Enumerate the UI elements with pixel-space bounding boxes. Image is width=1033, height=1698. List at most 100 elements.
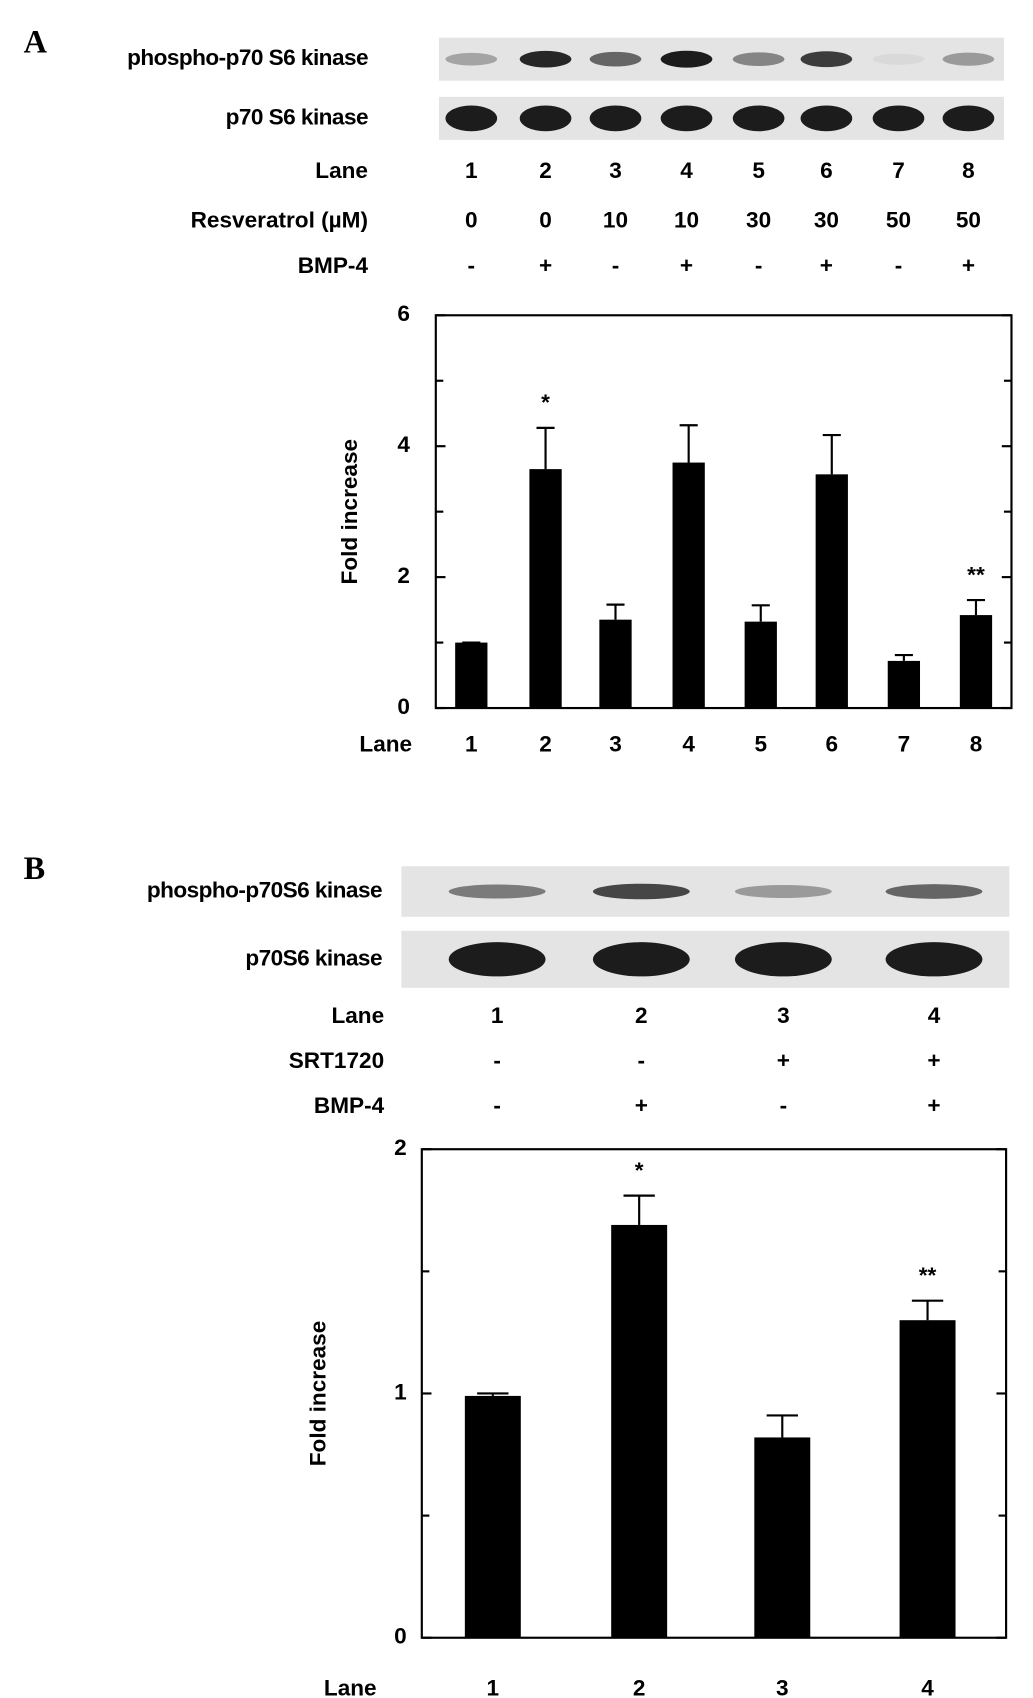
bar bbox=[959, 615, 993, 709]
condition-value: + bbox=[927, 1093, 940, 1118]
y-tick-label: 2 bbox=[394, 1135, 407, 1160]
blot-band bbox=[592, 883, 690, 900]
significance-marker: * bbox=[541, 390, 550, 415]
x-axis-label: Lane bbox=[359, 732, 412, 757]
condition-label: Lane bbox=[315, 158, 368, 183]
condition-value: + bbox=[539, 253, 552, 278]
condition-value: - bbox=[895, 253, 903, 278]
bar bbox=[744, 621, 777, 709]
blot-band bbox=[734, 942, 832, 977]
condition-value: + bbox=[635, 1093, 648, 1118]
condition-value: - bbox=[493, 1048, 501, 1073]
condition-value: 3 bbox=[609, 158, 622, 183]
condition-value: 4 bbox=[680, 158, 693, 183]
y-tick-label: 0 bbox=[397, 694, 410, 719]
condition-label: Resveratrol (µM) bbox=[191, 208, 368, 233]
y-tick-label: 2 bbox=[397, 563, 410, 588]
condition-value: 2 bbox=[635, 1003, 648, 1028]
blot-band bbox=[445, 52, 498, 66]
condition-value: 0 bbox=[465, 208, 478, 233]
significance-marker: ** bbox=[967, 562, 985, 587]
condition-value: 30 bbox=[746, 208, 771, 233]
condition-value: 10 bbox=[674, 208, 699, 233]
x-tick-label: 1 bbox=[465, 732, 478, 757]
y-tick-label: 6 bbox=[397, 301, 410, 326]
condition-value: 50 bbox=[886, 208, 911, 233]
blot-label: p70S6 kinase bbox=[245, 945, 382, 970]
condition-value: 30 bbox=[814, 208, 839, 233]
y-tick-label: 0 bbox=[394, 1624, 407, 1649]
x-tick-label: 5 bbox=[754, 732, 767, 757]
x-axis-label: Lane bbox=[324, 1675, 377, 1698]
plot-frame bbox=[434, 314, 1013, 710]
bar bbox=[672, 462, 705, 709]
y-axis-label: Fold increase bbox=[306, 1321, 331, 1467]
x-tick-label: 7 bbox=[898, 732, 911, 757]
x-tick-label: 8 bbox=[970, 732, 983, 757]
condition-value: - bbox=[638, 1048, 646, 1073]
condition-value: 2 bbox=[539, 158, 552, 183]
blot-band bbox=[519, 105, 572, 132]
blot-band bbox=[592, 942, 690, 977]
panel-label: A bbox=[24, 24, 48, 60]
condition-value: 50 bbox=[956, 208, 981, 233]
condition-label: SRT1720 bbox=[289, 1048, 384, 1073]
blot-label: phospho-p70 S6 kinase bbox=[127, 45, 368, 70]
y-tick-label: 4 bbox=[397, 432, 410, 457]
blot-band bbox=[872, 105, 925, 132]
x-tick-label: 2 bbox=[539, 732, 552, 757]
blot-band bbox=[942, 105, 995, 132]
bar bbox=[529, 469, 562, 709]
condition-value: 6 bbox=[820, 158, 833, 183]
x-tick-label: 3 bbox=[776, 1675, 789, 1698]
x-tick-label: 4 bbox=[921, 1675, 934, 1698]
condition-value: + bbox=[680, 253, 693, 278]
blot-band bbox=[942, 52, 995, 66]
blot-band bbox=[589, 51, 642, 67]
condition-label: BMP-4 bbox=[298, 253, 369, 278]
blot-band bbox=[734, 884, 832, 899]
blot-band bbox=[800, 105, 853, 132]
y-axis-label: Fold increase bbox=[337, 439, 362, 585]
condition-value: 4 bbox=[928, 1003, 941, 1028]
blot-label: phospho-p70S6 kinase bbox=[147, 877, 382, 902]
condition-value: 0 bbox=[539, 208, 552, 233]
blot-band bbox=[448, 942, 546, 977]
blot-band bbox=[732, 52, 785, 67]
bar bbox=[754, 1437, 811, 1638]
condition-value: + bbox=[777, 1048, 790, 1073]
x-tick-label: 3 bbox=[609, 732, 622, 757]
condition-value: + bbox=[820, 253, 833, 278]
condition-value: 3 bbox=[777, 1003, 790, 1028]
blot-band bbox=[445, 105, 498, 132]
blot-band bbox=[660, 105, 713, 132]
condition-value: - bbox=[612, 253, 620, 278]
x-tick-label: 1 bbox=[487, 1675, 500, 1698]
bar bbox=[815, 474, 848, 709]
bar bbox=[611, 1224, 668, 1638]
blot-band bbox=[660, 50, 713, 68]
blot-band bbox=[448, 884, 546, 899]
condition-value: + bbox=[962, 253, 975, 278]
significance-marker: * bbox=[635, 1158, 644, 1183]
x-tick-label: 4 bbox=[682, 732, 695, 757]
bar bbox=[887, 660, 921, 709]
condition-label: BMP-4 bbox=[314, 1093, 385, 1118]
blot-band bbox=[732, 105, 785, 132]
blot-label: p70 S6 kinase bbox=[226, 104, 368, 129]
panel-label: B bbox=[24, 850, 46, 886]
bar bbox=[455, 642, 488, 709]
blot-band bbox=[885, 884, 983, 899]
blot-band bbox=[885, 942, 983, 977]
x-tick-label: 6 bbox=[825, 732, 838, 757]
condition-value: + bbox=[927, 1048, 940, 1073]
x-tick-label: 2 bbox=[633, 1675, 646, 1698]
condition-label: Lane bbox=[331, 1003, 384, 1028]
condition-value: 5 bbox=[752, 158, 765, 183]
blot-band bbox=[519, 50, 572, 68]
condition-value: 1 bbox=[491, 1003, 504, 1028]
y-tick-label: 1 bbox=[394, 1379, 407, 1404]
blot-band bbox=[589, 105, 642, 132]
